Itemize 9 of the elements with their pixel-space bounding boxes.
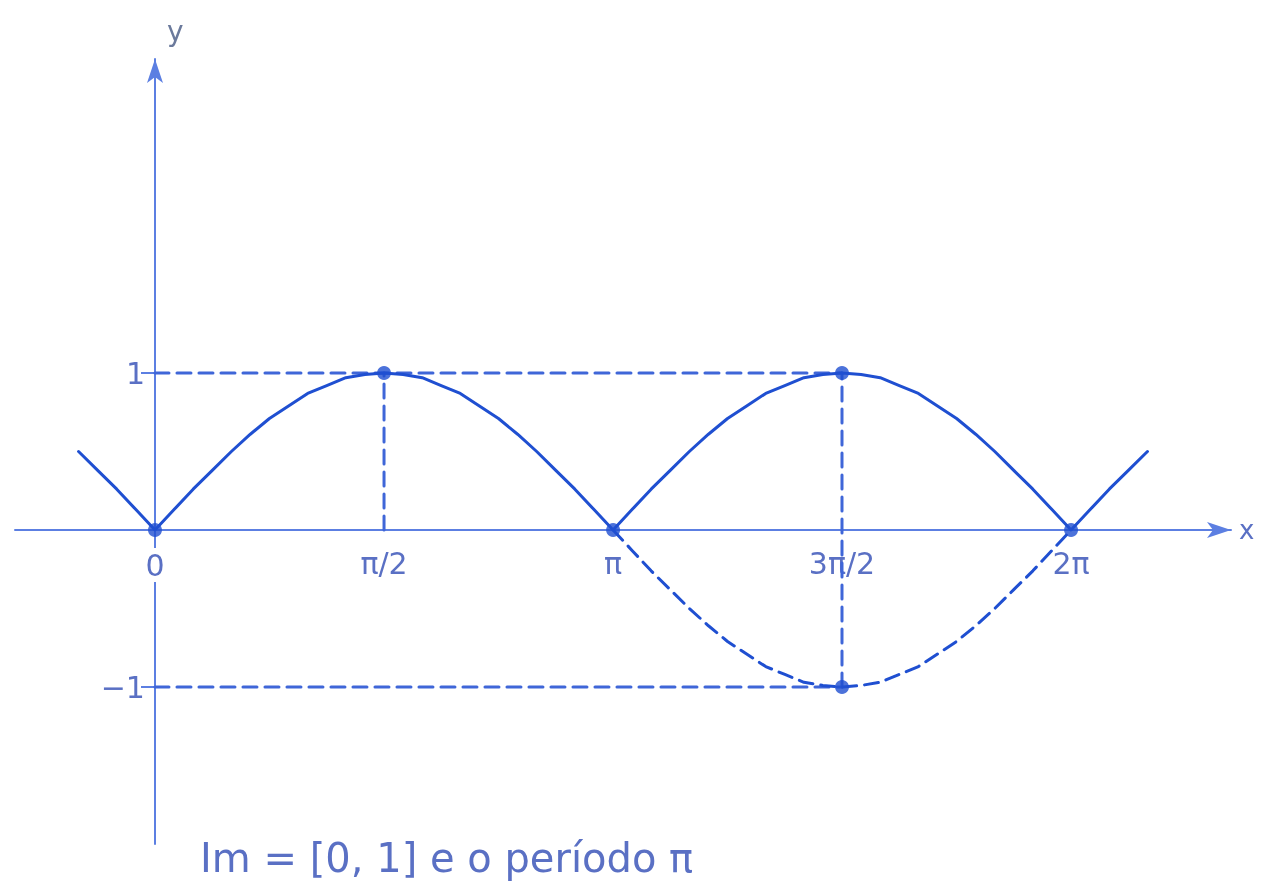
x-tick-label: 0: [145, 547, 165, 583]
x-tick-label: π: [604, 545, 623, 581]
y-tick-label: −1: [100, 669, 145, 705]
annotation: Im = [0, 1] e o período π: [200, 835, 694, 881]
y-tick-label: 1: [125, 355, 145, 391]
x-axis-title: x: [1239, 515, 1255, 545]
x-tick-label: 2π: [1052, 545, 1090, 581]
x-tick-label: π/2: [360, 545, 408, 581]
y-axis-title: y: [166, 14, 184, 48]
